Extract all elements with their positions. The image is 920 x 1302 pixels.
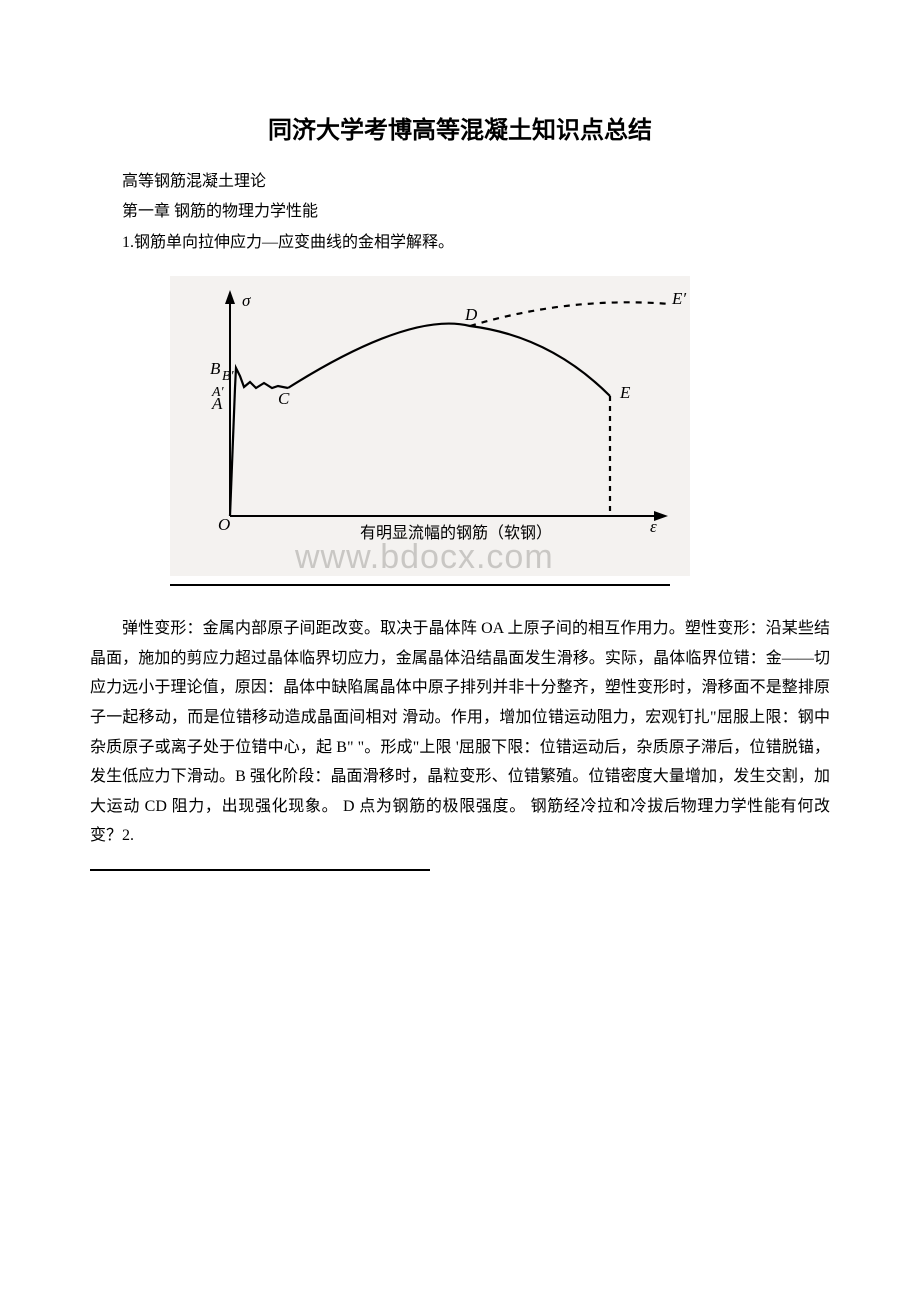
label-E: E bbox=[619, 383, 631, 402]
intro-line-1: 高等钢筋混凝土理论 bbox=[90, 167, 830, 197]
stress-strain-chart: O σ ε B B′ A′ A C D E E′ 有明显流幅的钢筋（软钢） ww… bbox=[170, 276, 690, 576]
stress-strain-figure: O σ ε B B′ A′ A C D E E′ 有明显流幅的钢筋（软钢） ww… bbox=[90, 276, 830, 586]
label-A: A bbox=[211, 394, 223, 413]
label-epsilon: ε bbox=[650, 517, 657, 536]
page-title: 同济大学考博高等混凝土知识点总结 bbox=[90, 110, 830, 145]
label-Bprime: B′ bbox=[222, 369, 235, 384]
label-D: D bbox=[464, 305, 478, 324]
label-C: C bbox=[278, 389, 290, 408]
body-paragraph: 弹性变形：金属内部原子间距改变。取决于晶体阵 OA 上原子间的相互作用力。塑性变… bbox=[90, 614, 830, 851]
bottom-underline bbox=[90, 869, 430, 871]
label-sigma: σ bbox=[242, 291, 251, 310]
label-O: O bbox=[218, 515, 230, 534]
figure-underline bbox=[170, 584, 670, 586]
intro-line-2: 第一章 钢筋的物理力学性能 bbox=[90, 197, 830, 227]
watermark-text: www.bdocx.com bbox=[294, 538, 554, 576]
intro-line-3: 1.钢筋单向拉伸应力—应变曲线的金相学解释。 bbox=[90, 228, 830, 258]
label-B: B bbox=[210, 359, 221, 378]
label-Eprime: E′ bbox=[671, 289, 686, 308]
